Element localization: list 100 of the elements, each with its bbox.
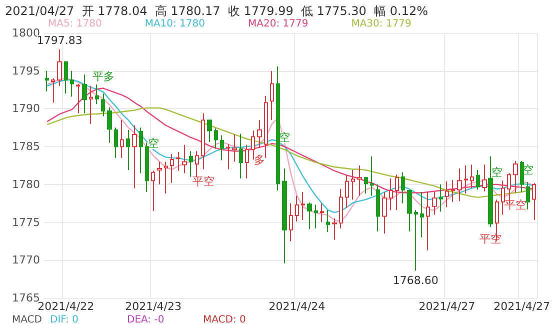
- y-tick-label: 1765: [12, 292, 40, 304]
- x-tick-label: 2021/4/27: [494, 300, 550, 313]
- candlestick: [51, 78, 55, 104]
- candlestick: [114, 127, 118, 158]
- candlestick: [501, 180, 505, 216]
- x-tick-label: 2021/4/27: [418, 300, 476, 313]
- candlestick: [201, 112, 205, 170]
- candlestick: [95, 84, 99, 105]
- candlestick: [145, 142, 149, 192]
- candlestick: [376, 184, 380, 232]
- y-tick-label: 1795: [12, 64, 40, 78]
- text: MA30: 1779: [351, 18, 412, 30]
- y-tick-label: 1775: [12, 216, 40, 229]
- candlestick: [251, 130, 255, 160]
- candlestick: [370, 156, 374, 196]
- candlestick: [289, 202, 293, 242]
- candlestick: [276, 66, 280, 191]
- candlestick: [257, 120, 262, 149]
- candlestick: [139, 127, 143, 174]
- candlestick: [320, 202, 324, 223]
- candlestick: [295, 195, 299, 222]
- annotation: 空: [491, 166, 502, 179]
- candlestick: [382, 192, 387, 234]
- annotation: 平多: [92, 70, 114, 83]
- candlestick: [282, 168, 287, 264]
- candlestick: [239, 133, 243, 179]
- candlestick: [195, 150, 199, 178]
- annotation: 多: [254, 154, 266, 167]
- y-tick-label: 1800: [12, 26, 40, 40]
- candlestick: [464, 165, 468, 194]
- candlestick: [245, 144, 249, 179]
- x-tick-label: 2021/4/23: [125, 300, 182, 313]
- x-tick-label: 2021/4/22: [38, 300, 94, 313]
- x-tick-label: 2021/4/24: [268, 300, 326, 313]
- text: DEA: -0: [127, 314, 164, 326]
- candlestick: [214, 128, 218, 150]
- candlestick: [439, 184, 443, 212]
- candlestick: [189, 150, 193, 178]
- candlestick: [520, 160, 524, 192]
- candlestick: [270, 70, 274, 121]
- candlestick: [82, 74, 87, 114]
- candlestick: [170, 154, 174, 184]
- y-tick-label: 1780: [12, 178, 40, 191]
- candlestick: [157, 161, 162, 185]
- candlestick: [182, 144, 187, 174]
- candlestick: [457, 168, 462, 202]
- chart-title: 2021/04/27 开 1778.04 高 1780.17 收 1779.99 低 1775.30 幅 0.12%: [5, 4, 428, 18]
- text: MACD: 0: [203, 314, 246, 326]
- candlestick: [314, 204, 318, 229]
- candlestick: [64, 61, 68, 94]
- candlestick: [432, 192, 437, 216]
- candlestick: [482, 164, 487, 192]
- candlestick: [45, 70, 49, 92]
- candlestick: [57, 48, 62, 86]
- candlestick: [176, 151, 180, 172]
- candlestick: [151, 170, 155, 212]
- annotation: 空: [278, 131, 290, 144]
- text: MA20: 1779: [248, 18, 308, 30]
- candlestick: [339, 188, 343, 229]
- candlestick: [226, 144, 230, 170]
- candlestick: [332, 218, 337, 240]
- candlestick: [414, 210, 418, 272]
- candlestick: [526, 182, 530, 210]
- y-tick-label: 1785: [12, 140, 40, 154]
- candlestick: [126, 129, 130, 171]
- candlestick: [132, 124, 137, 189]
- candlestick: [351, 170, 355, 200]
- candlestick: [357, 165, 362, 196]
- candlestick: [420, 192, 424, 238]
- text: MACD: [12, 314, 42, 326]
- candlestick: [345, 174, 349, 208]
- candlestick: [120, 120, 124, 158]
- candlestick: [476, 170, 480, 190]
- candlestick: [532, 182, 536, 221]
- candlestick: [488, 156, 493, 228]
- candlestick: [326, 210, 330, 233]
- candlestick: [76, 83, 80, 114]
- y-tick-label: 1790: [12, 102, 40, 116]
- candlestick: [307, 202, 312, 230]
- candlestick: [232, 134, 237, 162]
- candlestick: [395, 174, 399, 211]
- candlestick: [89, 86, 93, 124]
- annotation: 平空: [192, 174, 214, 188]
- annotation: 1768.60: [392, 274, 438, 288]
- annotation: 空: [148, 137, 159, 150]
- line-series: [46, 88, 535, 194]
- line-series: [46, 107, 535, 198]
- candlestick: [107, 106, 112, 144]
- candlestick: [364, 176, 368, 194]
- candlestick: [426, 192, 430, 251]
- candlestick: [70, 70, 74, 98]
- candlestick: [164, 161, 168, 194]
- candlestick: [470, 164, 474, 189]
- text: DIF: 0: [50, 314, 79, 326]
- candlestick: [301, 192, 305, 221]
- text: MA5: 1780: [48, 18, 102, 30]
- candlestick: [389, 178, 393, 211]
- candlestick: [101, 93, 105, 117]
- candlestick: [220, 134, 224, 161]
- y-tick-label: 1770: [12, 254, 40, 267]
